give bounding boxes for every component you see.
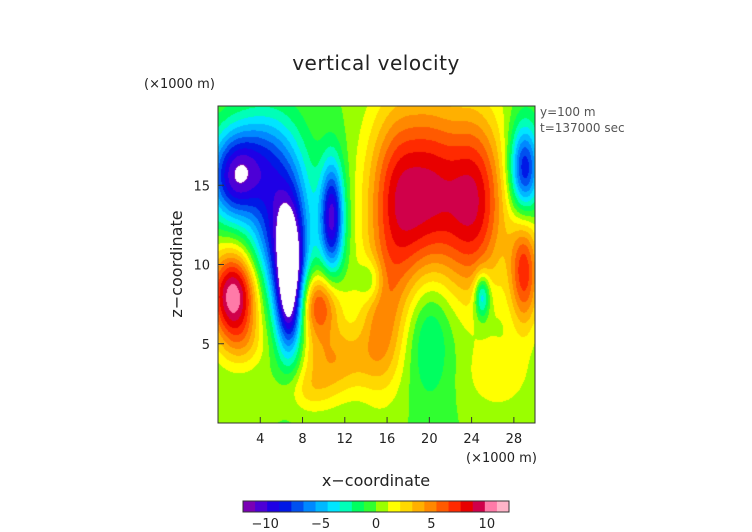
x-unit-label: (×1000 m) bbox=[466, 451, 537, 466]
colorbar-segment bbox=[315, 501, 329, 512]
colorbar-segment bbox=[472, 501, 486, 512]
y-tick-label: 15 bbox=[193, 179, 210, 194]
colorbar-segment bbox=[448, 501, 462, 512]
colorbar-segment bbox=[327, 501, 341, 512]
x-tick-label: 16 bbox=[379, 432, 396, 447]
colorbar-ticks: −10 −5 0 5 10 bbox=[251, 517, 495, 532]
y-tick-label: 10 bbox=[193, 259, 210, 274]
colorbar-segment bbox=[255, 501, 268, 512]
colorbar-segment bbox=[291, 501, 304, 512]
colorbar-tick-label: 5 bbox=[427, 517, 435, 532]
x-axis: 4 8 12 16 20 24 28 bbox=[256, 417, 522, 447]
colorbar-segment bbox=[412, 501, 425, 512]
colorbar-segment bbox=[388, 501, 401, 512]
colorbar-segment bbox=[460, 501, 474, 512]
x-tick-label: 4 bbox=[256, 432, 264, 447]
colorbar-segment bbox=[484, 501, 498, 512]
plot-area bbox=[217, 105, 536, 424]
colorbar-tick-label: 10 bbox=[479, 517, 496, 532]
colorbar-tick-label: −10 bbox=[251, 517, 278, 532]
colorbar-segment bbox=[363, 501, 377, 512]
y-axis-label: z−coordinate bbox=[167, 210, 186, 317]
chart-title: vertical velocity bbox=[292, 51, 460, 75]
colorbar-segment bbox=[267, 501, 280, 512]
x-tick-label: 24 bbox=[463, 432, 480, 447]
x-axis-label: x−coordinate bbox=[322, 471, 430, 490]
annotation-y: y=100 m bbox=[540, 105, 596, 119]
colorbar-frame bbox=[242, 500, 510, 513]
x-tick-label: 20 bbox=[421, 432, 438, 447]
y-unit-label: (×1000 m) bbox=[144, 77, 215, 92]
colorbar-tick-label: −5 bbox=[311, 517, 330, 532]
x-tick-label: 8 bbox=[298, 432, 306, 447]
y-axis: 5 10 15 bbox=[193, 179, 224, 353]
colorbar-segment bbox=[424, 501, 437, 512]
colorbar-segment bbox=[243, 501, 256, 512]
colorbar-segment bbox=[376, 501, 389, 512]
colorbar-segment bbox=[339, 501, 353, 512]
x-tick-label: 28 bbox=[506, 432, 523, 447]
colorbar-segment bbox=[400, 501, 413, 512]
colorbar-segment bbox=[436, 501, 450, 512]
x-tick-label: 12 bbox=[337, 432, 354, 447]
colorbar-segment bbox=[496, 501, 510, 512]
annotation-t: t=137000 sec bbox=[540, 121, 625, 135]
heatmap-image bbox=[218, 106, 535, 423]
colorbar bbox=[242, 500, 510, 513]
y-tick-label: 5 bbox=[202, 338, 210, 353]
colorbar-segment bbox=[303, 501, 317, 512]
colorbar-tick-label: 0 bbox=[372, 517, 380, 532]
colorbar-segment bbox=[351, 501, 365, 512]
colorbar-segment bbox=[279, 501, 292, 512]
